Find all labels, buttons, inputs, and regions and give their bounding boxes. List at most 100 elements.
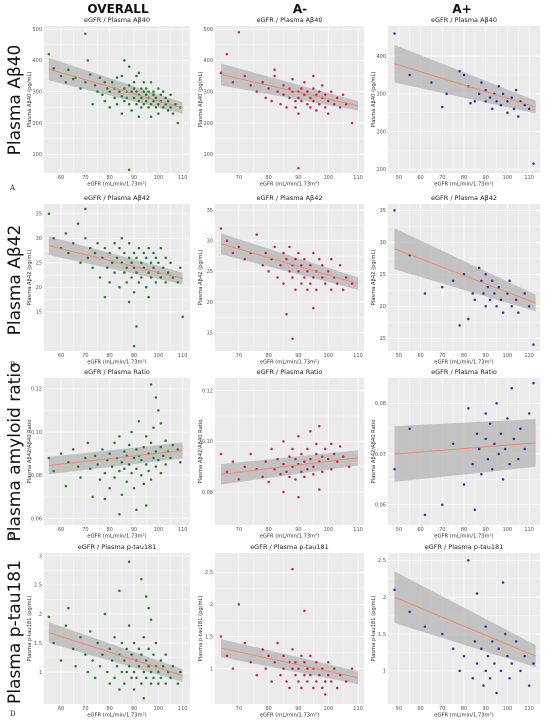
data-point: [118, 688, 121, 691]
data-point: [282, 282, 285, 285]
data-point: [490, 640, 494, 643]
y-axis-label: Plasma Aβ42/Aβ40 Ratio: [198, 420, 204, 484]
data-point: [74, 665, 77, 668]
data-point: [451, 442, 455, 446]
data-point: [243, 74, 247, 78]
data-point: [497, 452, 500, 456]
data-point: [113, 241, 116, 245]
data-point: [142, 445, 146, 449]
data-point: [294, 673, 297, 677]
y-tick-label: 35: [207, 208, 213, 214]
fit-line: [220, 243, 359, 285]
data-point: [154, 465, 158, 468]
data-point: [147, 295, 150, 299]
data-point: [93, 454, 97, 458]
y-tick-label: 0.12: [202, 388, 213, 394]
data-point: [490, 107, 494, 111]
data-point: [237, 31, 241, 34]
data-point: [482, 684, 485, 687]
data-point: [264, 96, 267, 100]
data-point: [273, 467, 276, 471]
data-point: [499, 298, 503, 302]
y-tick-label: 100: [32, 152, 42, 158]
data-point: [255, 233, 258, 236]
data-point: [484, 273, 487, 276]
data-point: [315, 452, 318, 456]
data-point: [347, 465, 351, 468]
data-point: [430, 81, 433, 84]
panel-title: eGFR / Plasma p-tau181: [78, 543, 157, 551]
data-point: [321, 470, 324, 474]
data-point: [473, 508, 477, 512]
data-point: [294, 478, 297, 481]
data-point: [149, 682, 153, 685]
fit-line: [48, 68, 183, 109]
data-point: [130, 90, 133, 93]
data-point: [91, 495, 94, 499]
data-point: [103, 295, 107, 299]
data-point: [506, 417, 509, 420]
data-point: [52, 469, 55, 473]
data-point: [255, 673, 258, 677]
data-point: [462, 654, 466, 658]
x-tick-label: 100: [503, 527, 513, 533]
data-point: [164, 96, 167, 100]
data-point: [120, 670, 124, 674]
data-point: [123, 450, 126, 453]
data-point: [123, 682, 126, 685]
data-point: [101, 448, 104, 451]
y-tick-label: 300: [203, 89, 213, 95]
x-tick-label: 70: [236, 175, 242, 181]
y-tick-label: 0.12: [31, 387, 42, 393]
chart-panel-r0c1: eGFR / Plasma Aβ40 70 80 90 100 110 100 200 300 4…: [198, 16, 364, 188]
data-point: [523, 103, 527, 107]
data-point: [341, 288, 345, 291]
data-point: [108, 281, 111, 284]
data-point: [64, 232, 68, 235]
data-point: [79, 635, 82, 639]
data-point: [527, 305, 531, 308]
data-point: [329, 680, 333, 683]
y-tick-label: 15: [380, 336, 386, 342]
data-point: [315, 109, 318, 112]
x-axis-label: eGFR (mL/min/1.73m²): [434, 182, 493, 188]
data-point: [231, 460, 235, 463]
y-axis-label: Plasma Aβ40 (pg/mL): [198, 72, 204, 128]
data-point: [142, 81, 146, 84]
data-point: [350, 282, 354, 285]
data-point: [142, 670, 146, 674]
data-point: [219, 635, 223, 638]
data-point: [318, 424, 321, 428]
data-point: [493, 442, 496, 446]
row-header-ptau181: Plasma p-tau181: [5, 560, 25, 704]
column-header-overall: OVERALL: [87, 2, 149, 16]
data-point: [225, 470, 229, 474]
y-tick-label: 1.5: [205, 634, 213, 640]
data-point: [176, 448, 180, 451]
x-tick-label: 110: [353, 353, 363, 359]
data-point: [127, 256, 131, 260]
data-point: [243, 257, 247, 261]
confidence-band: [394, 228, 536, 312]
data-point: [318, 673, 321, 677]
data-point: [86, 441, 90, 445]
y-tick-label: 30: [36, 236, 42, 242]
data-point: [291, 447, 294, 451]
data-point: [132, 688, 136, 691]
data-point: [321, 84, 324, 87]
data-point: [282, 93, 285, 97]
data-point: [312, 686, 315, 690]
data-point: [285, 313, 288, 316]
data-point: [458, 69, 461, 73]
confidence-band: [220, 63, 359, 111]
y-tick-label: 3: [39, 554, 42, 560]
data-point: [108, 106, 111, 109]
data-point: [79, 476, 82, 479]
data-point: [297, 96, 300, 100]
data-point: [300, 282, 303, 285]
x-tick-label: 60: [58, 175, 64, 181]
data-point: [532, 662, 535, 665]
data-point: [326, 112, 330, 115]
data-point: [506, 100, 509, 103]
data-point: [309, 673, 312, 677]
